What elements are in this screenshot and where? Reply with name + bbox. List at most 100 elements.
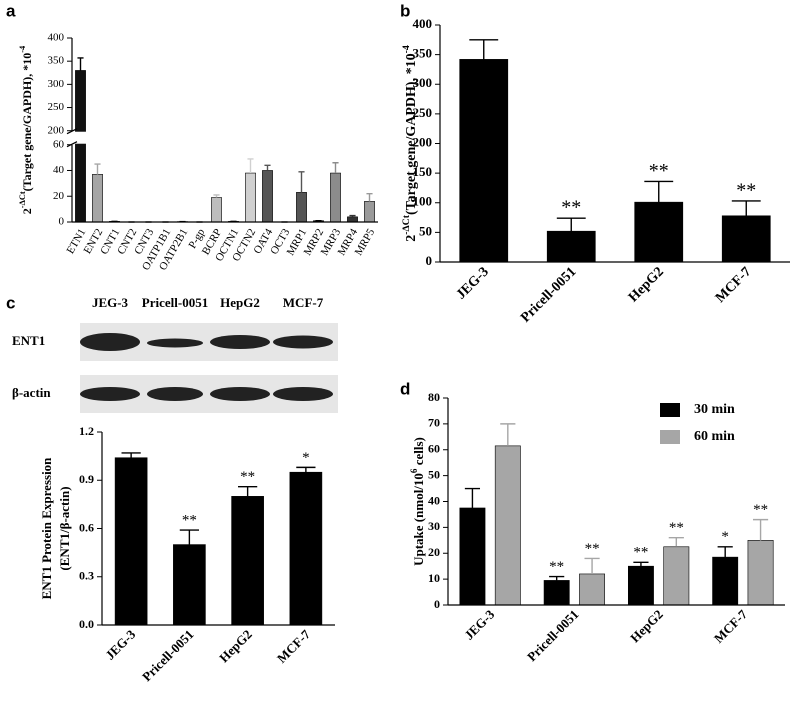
- significance-mark: *: [721, 529, 729, 545]
- bar: [663, 546, 690, 606]
- y-axis-title-part: Uptake (nmol/10: [411, 473, 426, 566]
- error-bar: [668, 537, 684, 547]
- y-axis-title-part: 2: [404, 235, 419, 242]
- bar: [721, 215, 771, 263]
- panel-label: b: [400, 1, 410, 20]
- bar: [364, 201, 375, 223]
- legend-label: 60 min: [694, 429, 735, 444]
- error-bar: [298, 171, 305, 193]
- panel-label: d: [400, 379, 410, 398]
- panel-label: a: [6, 1, 16, 20]
- x-tick-label: JEG-3: [454, 264, 492, 302]
- y-tick-label: 20: [428, 545, 440, 559]
- y-tick-label: 0.0: [79, 617, 94, 631]
- y-axis-title-part: cells): [411, 437, 426, 468]
- y-tick-label: 50: [428, 467, 440, 481]
- bar: [747, 540, 774, 606]
- x-tick-label: JEG-3: [102, 626, 138, 662]
- axis-break-gap: [66, 131, 378, 144]
- blot-row-label: β-actin: [12, 385, 51, 400]
- significance-mark: **: [633, 545, 648, 561]
- error-bar: [752, 518, 769, 541]
- blot-row-label: ENT1: [12, 333, 45, 348]
- error-bar: [556, 217, 586, 232]
- error-bar: [77, 57, 84, 71]
- blot-bands: [80, 333, 333, 401]
- significance-mark: **: [549, 559, 564, 575]
- y-axis-title-part: (ENT1/β-actin): [57, 486, 72, 570]
- legend-swatch: [660, 403, 680, 417]
- error-bar: [464, 487, 481, 508]
- y-tick-label: 10: [428, 571, 440, 585]
- y-tick-label: 400: [413, 16, 433, 31]
- bar: [330, 172, 341, 223]
- significance-mark: *: [302, 450, 310, 466]
- y-tick-label: 200: [413, 134, 433, 149]
- significance-mark: **: [669, 520, 684, 536]
- error-bar: [296, 466, 316, 473]
- error-bar: [179, 529, 199, 545]
- y-tick-label: 0.6: [79, 520, 94, 534]
- significance-mark: **: [736, 180, 756, 202]
- y-tick-label: 30: [428, 519, 440, 533]
- x-tick-label: MCF-7: [713, 264, 754, 305]
- bar: [92, 174, 103, 223]
- bar: [75, 70, 86, 223]
- y-tick-label: 250: [413, 105, 433, 120]
- error-bar: [94, 163, 101, 175]
- error-bar: [332, 162, 339, 174]
- bar: [347, 216, 358, 223]
- error-bar: [633, 561, 649, 567]
- bar: [712, 556, 739, 606]
- error-bar: [213, 194, 220, 198]
- y-axis-title: (ENT1/β-actin): [57, 486, 72, 570]
- y-tick-label: 350: [48, 55, 65, 67]
- bar: [114, 457, 148, 626]
- error-bar: [121, 452, 141, 458]
- bar: [173, 544, 206, 626]
- error-bar: [264, 164, 271, 171]
- x-tick-label: JEG-3: [461, 606, 497, 642]
- bar: [231, 496, 264, 626]
- bar: [245, 172, 256, 223]
- y-axis-title: 2-ΔCt(Target gene/GAPDH), *10-4: [401, 45, 419, 242]
- lane-label: HepG2: [220, 295, 260, 310]
- significance-mark: **: [240, 469, 255, 485]
- bar: [494, 445, 521, 606]
- y-tick-label: 80: [428, 390, 440, 404]
- y-axis-title-part: -ΔCt: [18, 191, 27, 208]
- y-tick-label: 0.9: [79, 472, 94, 486]
- error-bar: [644, 180, 674, 203]
- error-bar: [349, 214, 356, 217]
- bar: [289, 471, 323, 626]
- y-tick-label: 20: [53, 190, 65, 202]
- error-bar: [238, 485, 258, 497]
- y-tick-label: 0: [426, 253, 433, 268]
- significance-mark: **: [561, 197, 581, 219]
- y-axis-title-part: 6: [409, 468, 419, 473]
- error-bar: [549, 575, 565, 581]
- bar: [579, 573, 606, 606]
- bar: [262, 170, 273, 223]
- lane-label: JEG-3: [92, 295, 129, 310]
- y-axis-title-part: -ΔCt: [401, 214, 412, 234]
- y-tick-label: 350: [413, 46, 433, 61]
- y-tick-label: 0: [434, 597, 440, 611]
- significance-mark: **: [182, 513, 197, 529]
- y-axis-title-part: -4: [401, 45, 412, 53]
- y-tick-label: 100: [413, 194, 433, 209]
- x-tick-label: MCF-7: [274, 626, 314, 666]
- lane-label: Pricell-0051: [142, 295, 208, 310]
- error-bar: [500, 423, 516, 446]
- y-axis-title-part: -4: [18, 45, 27, 53]
- y-tick-label: 0: [59, 216, 65, 228]
- bar: [211, 197, 222, 223]
- error-bar: [731, 200, 761, 216]
- bar: [546, 230, 596, 263]
- panel-label: c: [6, 293, 15, 312]
- y-tick-label: 200: [48, 124, 65, 136]
- y-tick-label: 40: [428, 493, 440, 507]
- legend-swatch: [660, 430, 680, 444]
- y-axis-title-part: (Target gene/GAPDH), *10: [404, 53, 419, 215]
